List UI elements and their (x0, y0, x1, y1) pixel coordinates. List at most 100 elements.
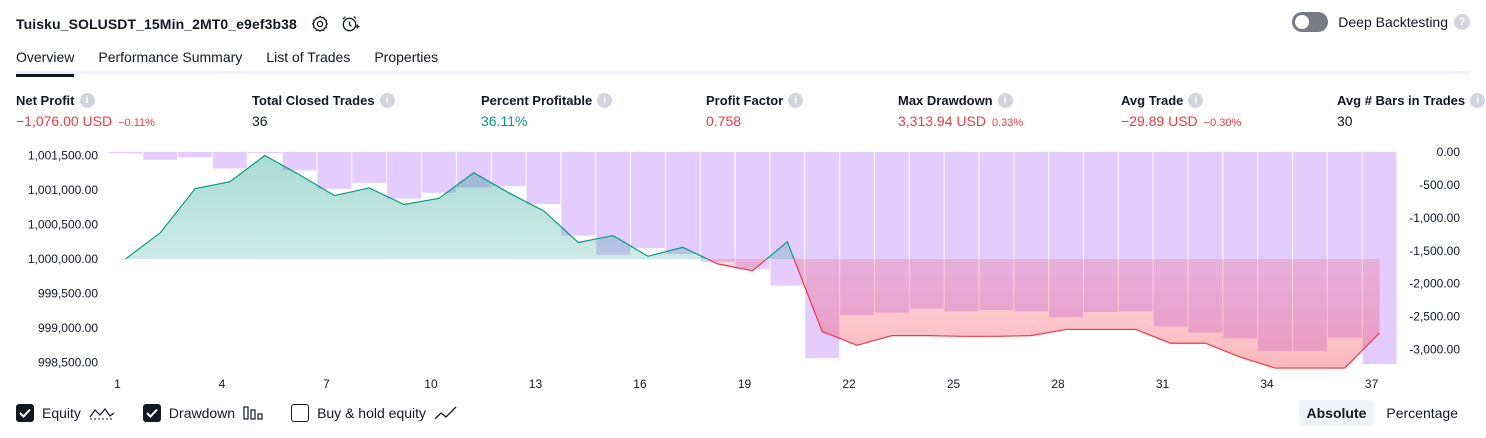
y-left-tick: 1,001,000.00 (28, 183, 98, 197)
x-tick: 25 (947, 377, 961, 391)
x-tick: 7 (323, 377, 330, 391)
percentage-button[interactable]: Percentage (1386, 405, 1458, 421)
equity-line-profit (125, 154, 795, 260)
deep-backtesting: Deep Backtesting ? (1292, 12, 1470, 32)
x-tick: 22 (842, 377, 856, 391)
metric-value: 0.758 (706, 113, 742, 129)
metric-value: 36.11% (481, 113, 528, 129)
buy-hold-checkbox[interactable] (291, 404, 310, 422)
y-right-tick: -1,500.00 (1409, 244, 1460, 258)
drawdown-bar (213, 151, 247, 169)
tab-performance-summary[interactable]: Performance Summary (98, 49, 243, 65)
drawdown-bar (317, 151, 352, 189)
chart-legend: Equity Drawdown Buy & hold equity (16, 404, 486, 422)
drawdown-bar (247, 151, 282, 153)
drawdown-bar (700, 151, 735, 262)
metric-percent: 0.33% (991, 117, 1024, 129)
scale-mode-switch: Absolute Percentage (1295, 400, 1467, 426)
tab-bar: Overview Performance Summary List of Tra… (16, 44, 1470, 77)
metric-label: Profit Factor (706, 93, 784, 108)
metric-avg-bars: Avg # Bars in Trades i 30 (1337, 93, 1486, 129)
drawdown-bar (352, 151, 387, 183)
toggle-knob (1295, 15, 1310, 29)
info-icon[interactable]: i (1188, 93, 1204, 108)
metric-total-closed-trades: Total Closed Trades i 36 (252, 93, 395, 129)
metric-net-profit: Net Profit i −1,076.00 USD −0.11% (16, 93, 155, 129)
x-tick: 19 (738, 377, 752, 391)
equity-drawdown-chart[interactable]: 1,001,500.00 1,001,000.00 1,000,500.00 1,00… (0, 140, 1486, 395)
legend-buy-hold[interactable]: Buy & hold equity (291, 404, 458, 422)
legend-equity[interactable]: Equity (16, 404, 115, 422)
metric-label: Net Profit (16, 93, 75, 108)
x-tick: 37 (1365, 377, 1379, 391)
metric-label: Avg Trade (1121, 93, 1184, 108)
drawdown-checkbox[interactable] (142, 404, 161, 422)
equity-checkbox[interactable] (16, 404, 34, 422)
y-right-tick: -2,500.00 (1409, 310, 1460, 324)
tab-overview[interactable]: Overview (16, 44, 75, 77)
metric-label: Total Closed Trades (252, 93, 375, 108)
x-tick: 4 (219, 377, 226, 391)
y-left-tick: 1,000,500.00 (28, 218, 98, 232)
x-tick: 28 (1051, 377, 1065, 391)
y-axis-left: 1,001,500.00 1,001,000.00 1,000,500.00 1,00… (28, 149, 98, 370)
metric-profit-factor: Profit Factor i 0.758 (706, 93, 804, 129)
strategy-title: Tuisku_SOLUSDT_15Min_2MT0_e9ef3b38 (16, 16, 297, 32)
y-right-tick: 0.00 (1437, 145, 1461, 159)
y-right-tick: -1,000.00 (1409, 211, 1460, 225)
equity-area-loss (125, 259, 1380, 369)
drawdown-bar (665, 151, 700, 255)
metric-value: 36 (252, 113, 268, 129)
y-left-tick: 998,500.00 (38, 356, 98, 370)
drawdown-bar (108, 151, 143, 154)
y-left-tick: 999,000.00 (38, 321, 98, 335)
tab-list-of-trades[interactable]: List of Trades (266, 49, 351, 65)
metric-percent-profitable: Percent Profitable i 36.11% (481, 93, 613, 129)
drawdown-bar (422, 151, 456, 193)
help-icon[interactable]: ? (1454, 14, 1470, 30)
settings-icon[interactable] (309, 13, 331, 35)
drawdown-bar (143, 151, 178, 160)
drawdown-label: Drawdown (168, 405, 236, 421)
x-tick: 31 (1156, 377, 1170, 391)
metric-value: −29.89 USD (1121, 113, 1198, 129)
metric-value: 3,313.94 USD (898, 113, 986, 129)
x-tick: 16 (633, 377, 647, 391)
metric-label: Max Drawdown (898, 93, 993, 108)
y-right-tick: -2,000.00 (1409, 277, 1460, 291)
metric-percent: −0.30% (1203, 117, 1242, 129)
metric-percent: −0.11% (118, 117, 155, 129)
metric-label: Percent Profitable (481, 93, 593, 108)
info-icon[interactable]: i (1470, 93, 1486, 108)
info-icon[interactable]: i (788, 93, 804, 108)
legend-drawdown[interactable]: Drawdown (142, 404, 263, 422)
drawdown-bar (735, 151, 770, 270)
info-icon[interactable]: i (79, 93, 95, 108)
y-axis-right: 0.00 -500.00 -1,000.00 -1,500.00 -2,000.00 -2… (1409, 145, 1460, 357)
metric-max-drawdown: Max Drawdown i 3,313.94 USD 0.33% (898, 93, 1023, 129)
x-tick: 1 (114, 377, 121, 391)
info-icon[interactable]: i (597, 93, 613, 108)
tab-properties[interactable]: Properties (374, 49, 439, 65)
deep-backtesting-toggle[interactable] (1292, 12, 1329, 32)
y-left-tick: 1,001,500.00 (28, 149, 98, 163)
x-axis: 1 4 7 10 13 16 19 22 25 28 31 34 37 (114, 377, 1379, 391)
drawdown-bars-icon (243, 405, 263, 421)
info-icon[interactable]: i (997, 93, 1013, 108)
equity-line-loss (125, 259, 1381, 369)
equity-line-icon (89, 405, 115, 421)
info-icon[interactable]: i (379, 93, 395, 108)
equity-area-profit (125, 155, 1380, 260)
drawdown-bar (282, 151, 317, 171)
add-alert-icon[interactable] (339, 13, 361, 35)
metric-avg-trade: Avg Trade i −29.89 USD −0.30% (1121, 93, 1241, 129)
metric-value: −1,076.00 USD (16, 113, 113, 129)
x-tick: 10 (424, 377, 438, 391)
buy-hold-line-icon (434, 405, 458, 421)
equity-label: Equity (42, 405, 81, 421)
drawdown-bar (178, 151, 213, 158)
metric-value: 30 (1337, 113, 1353, 129)
drawdown-bar (387, 151, 422, 199)
y-right-tick: -500.00 (1419, 178, 1460, 192)
absolute-button[interactable]: Absolute (1298, 400, 1375, 426)
